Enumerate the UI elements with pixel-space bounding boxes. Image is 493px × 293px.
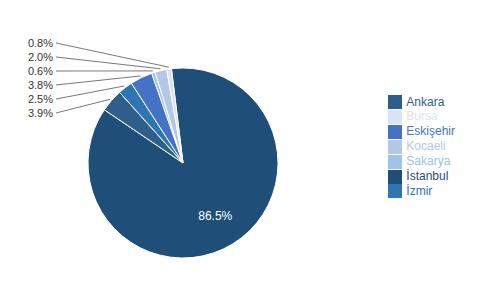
html-text:Ankara: Ankara (406, 94, 445, 109)
svg-text:3.8%: 3.8% (28, 79, 53, 91)
svg-text:0.6%: 0.6% (28, 65, 53, 77)
svg-text:0.8%: 0.8% (28, 37, 53, 49)
html-text:Kocaeli: Kocaeli (406, 139, 446, 154)
html-text:Sakarya: Sakarya (406, 153, 451, 168)
svg-text:3.9%: 3.9% (28, 107, 53, 119)
svg-text:2.5%: 2.5% (28, 93, 53, 105)
svg-text:2.0%: 2.0% (28, 51, 53, 63)
html-text:İstanbul: İstanbul (406, 168, 449, 183)
html-text:Bursa: Bursa (406, 109, 438, 124)
html-text:İzmir: İzmir (406, 183, 433, 198)
svg-text:86.5%: 86.5% (198, 209, 232, 223)
html-text:Eskişehir: Eskişehir (406, 124, 455, 139)
